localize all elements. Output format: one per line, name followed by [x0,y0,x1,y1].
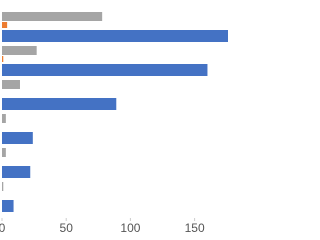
x-tick-label: 0 [0,221,6,235]
bar [2,12,103,21]
bar [2,80,20,89]
plot-area [2,12,228,212]
bar [2,64,208,76]
bar [2,182,4,191]
bar [2,46,37,55]
bar [2,200,14,212]
bar [2,148,6,157]
x-tick-label: 100 [120,221,140,235]
x-tick-label: 50 [60,221,74,235]
bar [2,166,31,178]
bar [2,114,6,123]
bar [2,22,8,28]
bar [2,30,228,42]
x-tick-label: 150 [185,221,205,235]
bar [2,56,4,62]
chart: 0 50 100 150 [0,12,228,235]
bar [2,132,33,144]
bar [2,98,117,110]
